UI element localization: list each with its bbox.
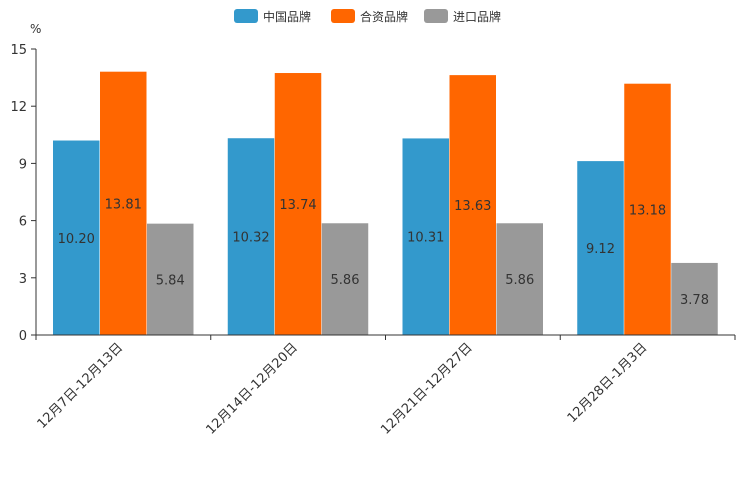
x-axis: 12月7日-12月13日 12月14日-12月20日 12月21日-12月27日 12… bbox=[35, 334, 736, 438]
data-label: 5.86 bbox=[505, 273, 534, 288]
y-tick-label: 6 bbox=[19, 215, 27, 230]
bar[interactable] bbox=[577, 161, 624, 335]
data-label: 5.84 bbox=[156, 273, 185, 288]
data-label: 9.12 bbox=[586, 242, 615, 257]
data-label: 13.81 bbox=[105, 197, 142, 212]
bar[interactable] bbox=[402, 138, 450, 335]
legend-swatch-2[interactable] bbox=[424, 9, 448, 23]
y-tick-label: 12 bbox=[10, 100, 27, 115]
bar[interactable] bbox=[100, 71, 147, 335]
bar[interactable] bbox=[53, 140, 100, 335]
bar[interactable] bbox=[671, 262, 718, 335]
bar[interactable] bbox=[274, 73, 322, 336]
legend-swatch-0[interactable] bbox=[234, 9, 258, 23]
data-label: 10.32 bbox=[232, 231, 269, 246]
data-label: 3.78 bbox=[680, 293, 709, 308]
y-axis-unit-label: % bbox=[30, 22, 41, 36]
bar[interactable] bbox=[449, 75, 497, 335]
y-axis: 0 3 6 9 12 15 bbox=[10, 43, 37, 344]
legend-label-1: 合资品牌 bbox=[360, 9, 408, 24]
data-label: 10.20 bbox=[58, 232, 95, 247]
x-tick-label: 12月21日-12月27日 bbox=[378, 340, 475, 437]
bar[interactable] bbox=[624, 83, 671, 336]
data-label: 13.74 bbox=[279, 198, 316, 213]
bar[interactable] bbox=[227, 138, 275, 335]
bar[interactable] bbox=[496, 223, 544, 335]
bars: 10.20 13.81 5.84 10.32 13.74 5.86 10.31 13.63 5.… bbox=[53, 71, 718, 336]
legend-label-2: 进口品牌 bbox=[453, 10, 501, 24]
x-tick-label: 12月28日-1月3日 bbox=[565, 340, 651, 426]
data-label: 13.63 bbox=[454, 199, 491, 214]
x-tick-label: 12月7日-12月13日 bbox=[35, 340, 127, 432]
data-label: 13.18 bbox=[629, 203, 666, 218]
y-tick-label: 15 bbox=[10, 43, 27, 58]
legend: 中国品牌 合资品牌 进口品牌 bbox=[234, 9, 501, 24]
legend-swatch-1[interactable] bbox=[331, 9, 355, 23]
y-tick-label: 0 bbox=[19, 329, 27, 344]
data-label: 10.31 bbox=[407, 231, 444, 246]
legend-label-0: 中国品牌 bbox=[263, 9, 311, 24]
x-tick-label: 12月14日-12月20日 bbox=[203, 340, 300, 437]
bar[interactable] bbox=[321, 223, 369, 335]
bar[interactable] bbox=[147, 223, 194, 335]
data-label: 5.86 bbox=[331, 273, 360, 288]
y-tick-label: 9 bbox=[19, 157, 27, 172]
y-tick-label: 3 bbox=[19, 272, 27, 287]
